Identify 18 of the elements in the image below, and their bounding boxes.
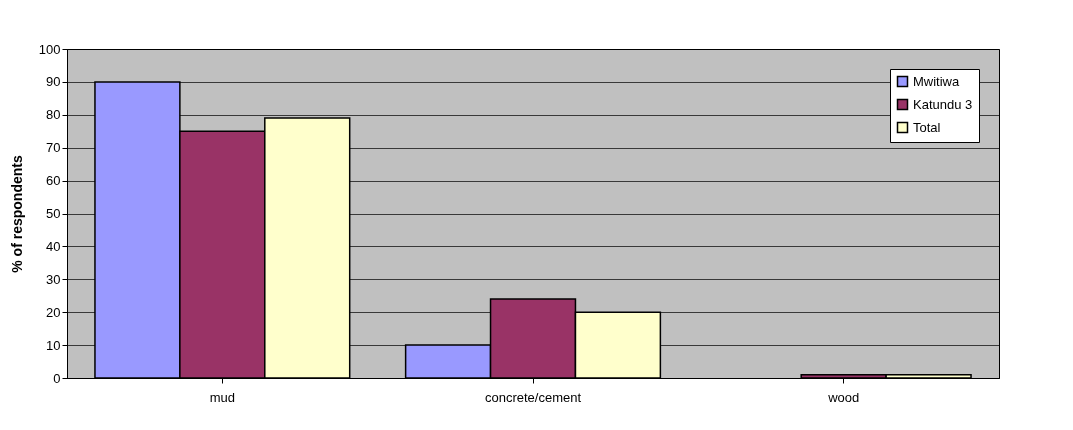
y-tick-label: 10 [46, 337, 61, 353]
legend-label: Katundu 3 [913, 96, 973, 112]
legend-label: Mwitiwa [913, 73, 960, 89]
y-tick-label: 90 [46, 74, 61, 90]
y-axis-title: % of respondents [8, 155, 25, 273]
y-tick-label: 30 [46, 271, 61, 287]
x-tick-label: concrete/cement [484, 389, 582, 405]
y-tick-label: 50 [46, 206, 61, 221]
y-tick-label: 70 [46, 140, 61, 156]
legend-label: Total [913, 119, 941, 135]
y-tick-label: 60 [46, 173, 61, 189]
y-tick-label: 0 [53, 370, 61, 386]
x-tick-label: mud [209, 389, 235, 405]
y-tick-label: 80 [46, 107, 61, 123]
x-tick-label: wood [827, 389, 860, 405]
y-tick-label: 40 [46, 238, 61, 254]
y-tick-label: 100 [38, 41, 61, 57]
y-tick-label: 20 [46, 304, 61, 320]
